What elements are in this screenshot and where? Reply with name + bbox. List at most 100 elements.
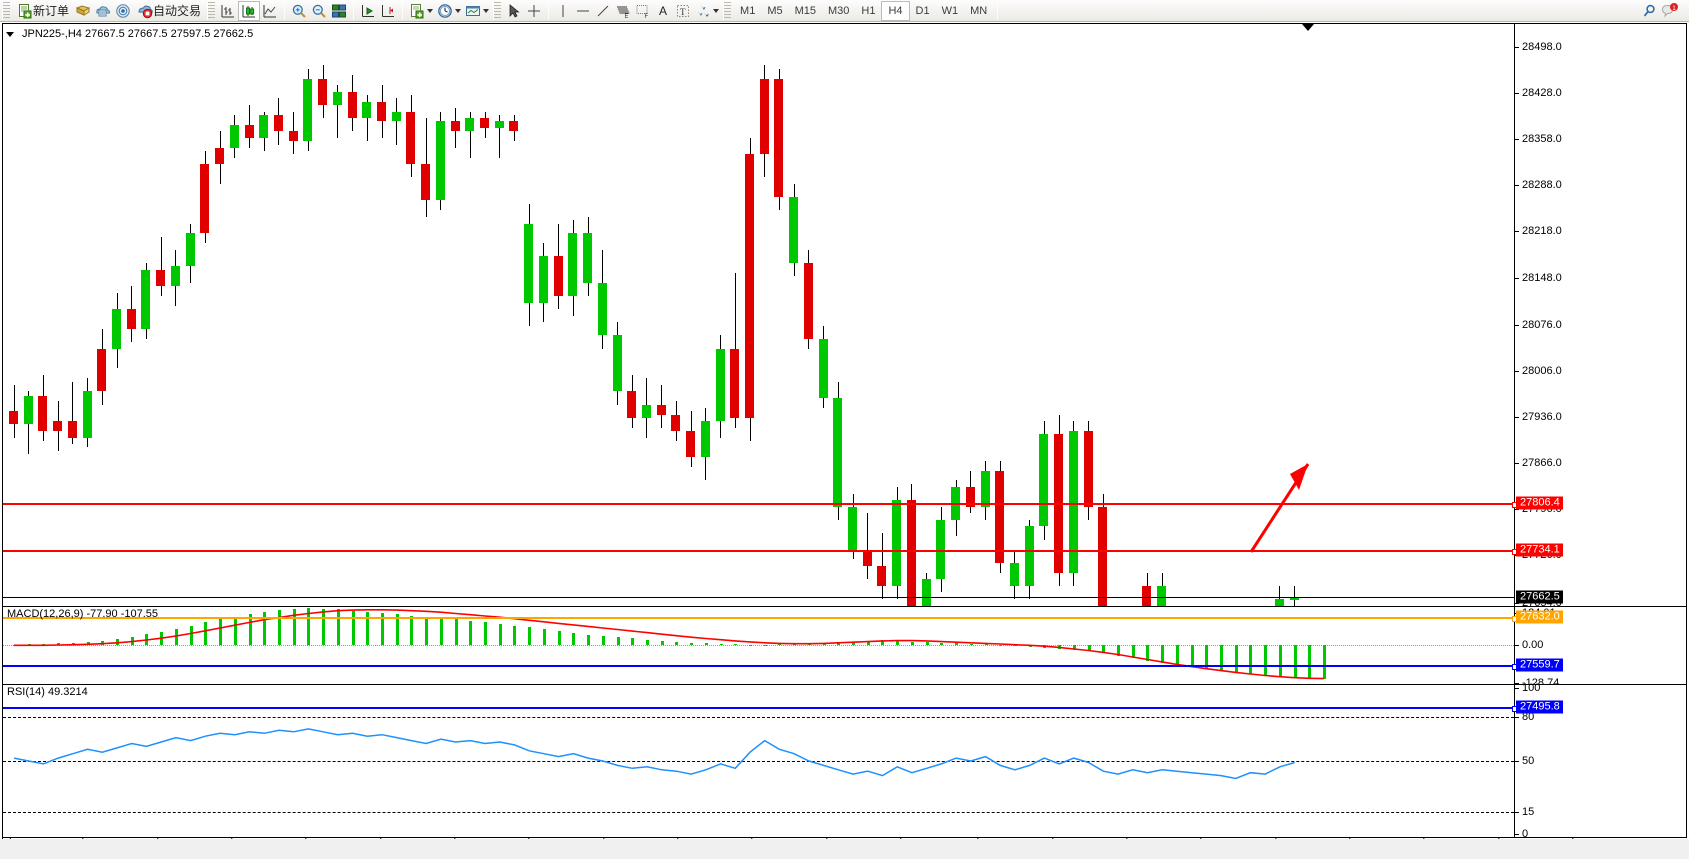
- indicators-button[interactable]: [407, 1, 435, 21]
- price-axis-tick: [1515, 139, 1519, 141]
- price-line-support-upper[interactable]: [3, 663, 1518, 670]
- candle-body: [23, 396, 33, 425]
- toolbar-grip-3[interactable]: [493, 1, 502, 20]
- crosshair-button[interactable]: [524, 1, 544, 21]
- timeframe-d1[interactable]: D1: [915, 4, 930, 17]
- timeframe-h4[interactable]: H4: [881, 0, 910, 21]
- zoom-out-button[interactable]: [309, 1, 329, 21]
- crosshair-icon: [526, 3, 542, 19]
- candle-body: [480, 118, 490, 129]
- line-chart-button[interactable]: [260, 1, 280, 21]
- cursor-button[interactable]: [504, 1, 524, 21]
- tile-windows-button[interactable]: [329, 1, 349, 21]
- candle-body: [906, 500, 916, 613]
- equidistant-channel-button[interactable]: F: [633, 1, 653, 21]
- text-button[interactable]: A: [653, 1, 673, 21]
- toolbar-separator-3: [402, 1, 404, 20]
- macd-histogram-bar: [925, 642, 929, 646]
- chart-area[interactable]: JPN225-,H4 27667.5 27667.5 27597.5 27662…: [0, 22, 1689, 859]
- timeframe-m30[interactable]: M30: [828, 4, 850, 17]
- candle-body: [568, 233, 578, 296]
- templates-icon: [465, 3, 481, 19]
- timeframe-mn[interactable]: MN: [970, 4, 988, 17]
- period-button[interactable]: [435, 1, 463, 21]
- candle-body: [332, 91, 342, 105]
- chart-menu-dropdown-icon[interactable]: [6, 31, 14, 37]
- templates-dropdown-arrow[interactable]: [483, 8, 490, 13]
- horizontal-line-button[interactable]: [573, 1, 593, 21]
- price-line-resistance-lower[interactable]: [3, 549, 1518, 556]
- macd-histogram-bar: [719, 644, 723, 646]
- macd-histogram-bar: [395, 614, 399, 646]
- market-watch-button[interactable]: [113, 1, 133, 21]
- macd-histogram-bar: [454, 619, 458, 646]
- toolbar-grip-1[interactable]: [2, 1, 10, 20]
- macd-histogram-bar: [881, 640, 885, 646]
- price-line-support-lower[interactable]: [3, 706, 1518, 713]
- search-button[interactable]: [1639, 1, 1659, 21]
- macd-label: MACD(12,26,9) -77.90 -107.55: [7, 608, 159, 620]
- candlestick-chart-button[interactable]: [238, 0, 261, 21]
- macd-histogram-bar: [1072, 645, 1076, 651]
- candle-body: [450, 121, 460, 132]
- macd-histogram-bar: [1146, 645, 1150, 661]
- data-window-button[interactable]: [93, 1, 113, 21]
- macd-histogram-bar: [601, 636, 605, 646]
- macd-histogram-bar: [1190, 645, 1194, 668]
- candle-body: [862, 549, 872, 566]
- macd-histogram-bar: [749, 644, 752, 646]
- rsi-axis-label: 80: [1522, 711, 1535, 724]
- zoom-in-button[interactable]: [289, 1, 309, 21]
- rsi-indicator-panel[interactable]: RSI(14) 49.3214 100 80 50 15 0: [2, 682, 1687, 840]
- price-line-current-price[interactable]: [3, 597, 1515, 599]
- rsi-axis-label: 100: [1522, 682, 1541, 694]
- objects-dropdown-arrow[interactable]: [713, 8, 720, 13]
- candle-body: [833, 398, 843, 507]
- candle-body: [627, 391, 637, 418]
- macd-histogram-bar: [233, 616, 237, 646]
- candle-body: [936, 519, 946, 580]
- price-line-pending-level[interactable]: [3, 616, 1518, 623]
- new-order-button[interactable]: 新订单: [13, 1, 73, 21]
- templates-button[interactable]: [463, 1, 491, 21]
- macd-histogram-bar: [351, 610, 355, 646]
- profiles-button[interactable]: [73, 1, 93, 21]
- text-label-button[interactable]: T: [673, 1, 693, 21]
- candle-body: [1083, 430, 1093, 507]
- timeframe-m1[interactable]: M1: [740, 4, 756, 17]
- timeframe-m15[interactable]: M15: [794, 4, 816, 17]
- macd-histogram-bar: [248, 614, 252, 646]
- timeframe-w1[interactable]: W1: [941, 4, 959, 17]
- candle-body: [524, 223, 534, 303]
- macd-histogram-bar: [1234, 645, 1238, 673]
- candle-body: [406, 111, 416, 165]
- period-dropdown-arrow[interactable]: [455, 8, 462, 13]
- candle-body: [465, 118, 475, 132]
- auto-scroll-button[interactable]: [358, 1, 378, 21]
- candle-body: [715, 348, 725, 422]
- fibonacci-button[interactable]: E: [613, 1, 633, 21]
- price-line-resistance-upper[interactable]: [3, 501, 1518, 508]
- candle-body: [391, 111, 401, 122]
- toolbar-grip-2[interactable]: [207, 1, 216, 20]
- svg-text:F: F: [645, 14, 649, 19]
- toolbar-grip-4[interactable]: [723, 1, 732, 20]
- auto-trading-button[interactable]: 自动交易: [133, 1, 205, 21]
- candle-body: [82, 391, 92, 438]
- indicators-dropdown-arrow[interactable]: [427, 8, 434, 13]
- candle-body: [538, 256, 548, 303]
- objects-button[interactable]: [693, 1, 721, 21]
- macd-histogram-bar: [322, 608, 326, 646]
- trendline-button[interactable]: [593, 1, 613, 21]
- chart-scroll-marker[interactable]: [1302, 24, 1314, 31]
- macd-histogram-bar: [1205, 645, 1209, 670]
- status-bar: [0, 839, 1689, 859]
- timeframe-h1[interactable]: H1: [861, 4, 876, 17]
- vertical-line-button[interactable]: [553, 1, 573, 21]
- notification-button[interactable]: 1: [1659, 1, 1681, 21]
- chart-shift-button[interactable]: [378, 1, 398, 21]
- bar-chart-button[interactable]: [218, 1, 238, 21]
- price-axis-tick: [1515, 47, 1519, 49]
- candle-body: [892, 500, 902, 586]
- timeframe-m5[interactable]: M5: [767, 4, 783, 17]
